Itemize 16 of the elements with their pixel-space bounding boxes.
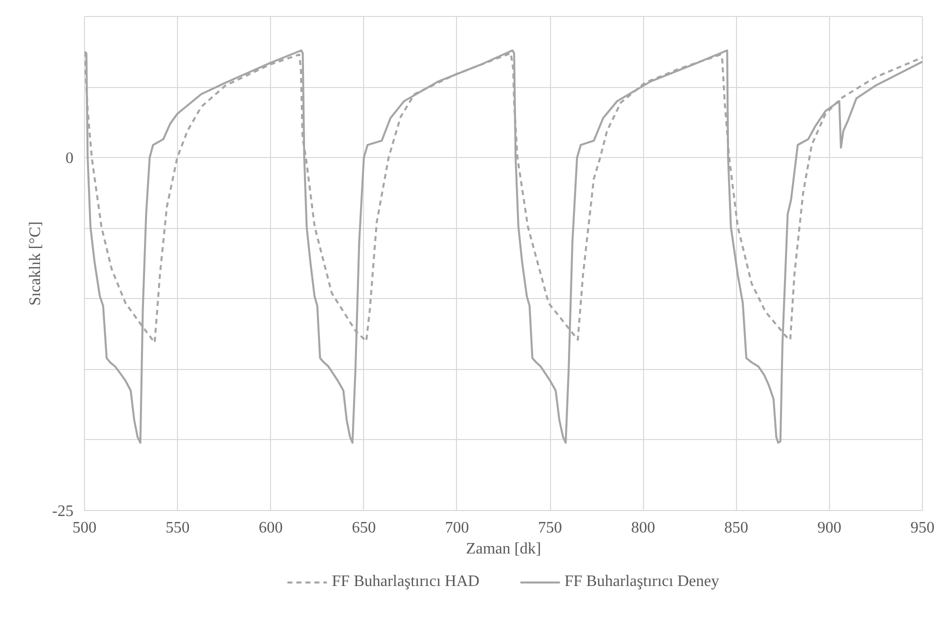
y-axis-title: Sıcaklık [°C] xyxy=(27,221,44,306)
x-axis-title: Zaman [dk] xyxy=(466,540,542,558)
y-tick-label: 0 xyxy=(66,150,74,168)
x-tick-label: 600 xyxy=(258,520,283,536)
legend-label: FF Buharlaştırıcı HAD xyxy=(332,573,480,591)
x-tick-label: 900 xyxy=(817,520,842,536)
x-tick-label: 750 xyxy=(538,520,562,536)
x-tick-label: 550 xyxy=(166,520,190,536)
legend-label: FF Buharlaştırıcı Deney xyxy=(564,573,720,591)
x-tick-label: 800 xyxy=(631,520,656,536)
x-tick-label: 700 xyxy=(444,520,469,536)
x-tick-label: 500 xyxy=(72,520,96,536)
x-tick-label: 650 xyxy=(352,520,376,536)
x-tick-label: 950 xyxy=(910,520,934,536)
y-tick-label: -25 xyxy=(52,503,74,520)
x-tick-label: 850 xyxy=(724,520,748,536)
